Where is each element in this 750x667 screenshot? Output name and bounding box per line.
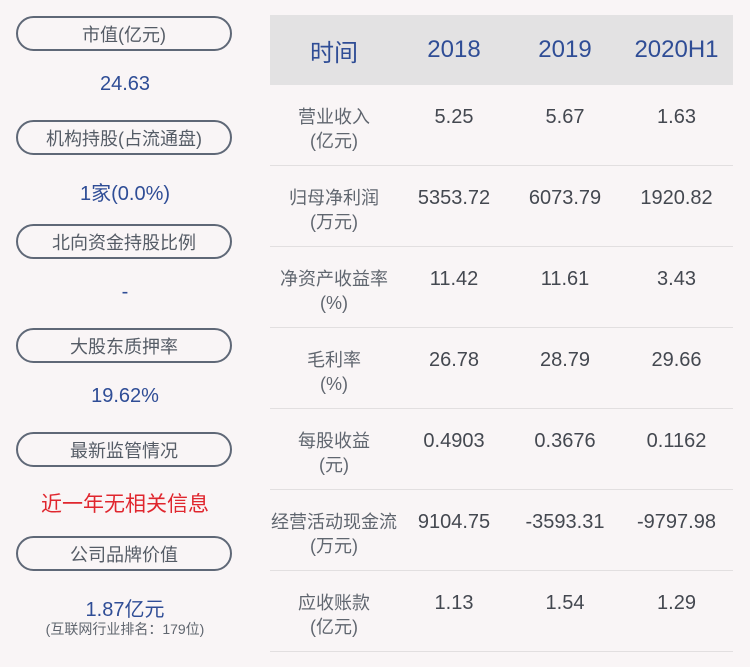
cell: 0.4903 xyxy=(423,430,485,452)
table-row: 毛利率 (%) 26.78 28.79 29.66 xyxy=(270,328,733,409)
cell: 11.61 xyxy=(540,268,590,290)
cell: 5.25 xyxy=(434,106,474,128)
table-row: 营业收入 (亿元) 5.25 5.67 1.63 xyxy=(270,85,733,166)
cell: 0.1162 xyxy=(646,430,707,452)
market-cap-label: 市值(亿元) xyxy=(16,16,232,51)
cell: 5353.72 xyxy=(417,187,491,209)
table-header: 时间 2018 2019 2020H1 xyxy=(270,15,733,85)
table-row: 净资产收益率 (%) 11.42 11.61 3.43 xyxy=(270,247,733,328)
cell: 26.78 xyxy=(428,349,480,371)
cell: 28.79 xyxy=(539,349,591,371)
regulatory-status-value: 近一年无相关信息 xyxy=(41,493,209,516)
market-cap-value: 24.63 xyxy=(99,73,151,95)
table-row: 经营活动现金流 (万元) 9104.75 -3593.31 -9797.98 xyxy=(270,490,733,571)
cell: 11.42 xyxy=(429,268,479,290)
regulatory-status-label: 最新监管情况 xyxy=(16,432,232,467)
header-2018: 2018 xyxy=(427,36,481,63)
institutional-holding-value: 1家(0.0%) xyxy=(79,183,171,205)
row-label: 毛利率 (%) xyxy=(307,350,361,394)
cell: -3593.31 xyxy=(525,511,605,533)
cell: 1920.82 xyxy=(640,187,713,209)
row-label: 经营活动现金流 (万元) xyxy=(271,512,397,556)
header-period: 时间 xyxy=(310,39,358,67)
pledge-rate-value: 19.62% xyxy=(91,385,159,407)
northbound-ratio-value: - xyxy=(121,281,129,303)
pledge-rate-label: 大股东质押率 xyxy=(16,328,232,363)
row-label: 净资产收益率 (%) xyxy=(280,269,388,313)
table-row: 归母净利润 (万元) 5353.72 6073.79 1920.82 xyxy=(270,166,733,247)
cell: 1.54 xyxy=(545,592,585,614)
cell: -9797.98 xyxy=(637,511,716,533)
cell: 1.63 xyxy=(657,106,696,128)
header-2020h1: 2020H1 xyxy=(634,36,719,63)
row-label: 应收账款 (亿元) xyxy=(298,593,370,637)
table-row: 每股收益 (元) 0.4903 0.3676 0.1162 xyxy=(270,409,733,490)
northbound-ratio-label: 北向资金持股比例 xyxy=(16,224,232,259)
cell: 0.3676 xyxy=(534,430,596,452)
cell: 29.66 xyxy=(651,349,702,371)
cell: 9104.75 xyxy=(417,511,491,533)
header-2019: 2019 xyxy=(538,36,592,63)
cell: 1.29 xyxy=(657,592,696,614)
financial-table: 时间 2018 2019 2020H1 营业收入 (亿元) 5.25 5.67 1… xyxy=(270,15,733,652)
table-row: 应收账款 (亿元) 1.13 1.54 1.29 xyxy=(270,571,733,652)
brand-value-value: 1.87亿元 xyxy=(85,599,165,621)
row-label: 每股收益 (元) xyxy=(298,431,370,475)
cell: 6073.79 xyxy=(528,187,602,209)
row-label: 归母净利润 (万元) xyxy=(289,188,379,232)
brand-value-label: 公司品牌价值 xyxy=(16,536,232,571)
brand-rank-note: (互联网行业排名：179位) xyxy=(45,621,205,637)
cell: 5.67 xyxy=(545,106,585,128)
row-label: 营业收入 (亿元) xyxy=(298,107,370,151)
cell: 1.13 xyxy=(434,592,474,614)
summary-panel: 市值(亿元) 24.63 机构持股(占流通盘) 1家(0.0%) 北向资金持股比… xyxy=(0,0,250,667)
cell: 3.43 xyxy=(657,268,696,290)
institutional-holding-label: 机构持股(占流通盘) xyxy=(16,120,232,155)
